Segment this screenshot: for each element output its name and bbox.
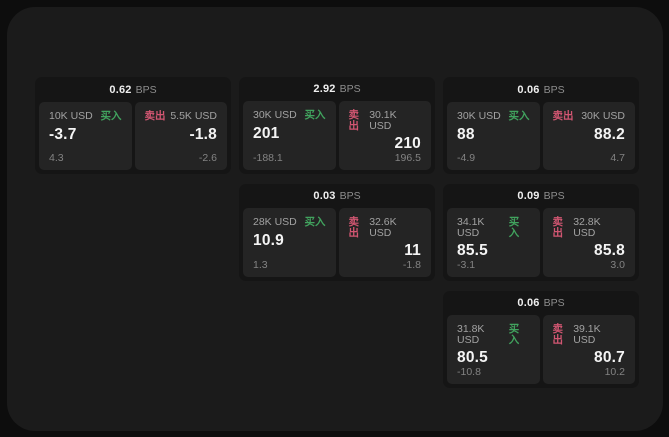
sell-panel[interactable]: 卖出 39.1K USD 80.7 10.2 (542, 315, 635, 384)
sell-amount: 5.5K USD (170, 110, 217, 122)
bps-header: 0.03 BPS (243, 184, 431, 208)
buy-price: -3.7 (49, 125, 77, 143)
quote-grid: 0.62 BPS 10K USD 买入 -3.7 4.3 卖出 5.5K USD (35, 77, 639, 388)
sell-amount: 30K USD (581, 110, 625, 122)
buy-delta: 1.3 (253, 258, 268, 271)
buy-amount: 10K USD (49, 110, 93, 122)
buy-side-label: 买入 (304, 109, 326, 122)
sell-price: 85.8 (594, 242, 625, 260)
sell-price: 80.7 (594, 349, 625, 367)
buy-delta: -10.8 (457, 365, 481, 378)
sell-side-label: 卖出 (348, 216, 360, 239)
bps-value: 2.92 (313, 83, 336, 96)
bps-unit-label: BPS (339, 190, 361, 203)
buy-panel[interactable]: 31.8K USD 买入 80.5 -10.8 (447, 315, 540, 384)
sell-panel[interactable]: 卖出 30K USD 88.2 4.7 (542, 102, 635, 170)
bps-unit-label: BPS (135, 83, 157, 96)
sell-amount: 30.1K USD (369, 109, 397, 132)
sell-price: -1.8 (189, 125, 217, 143)
buy-delta: -188.1 (253, 151, 283, 164)
sell-amount: 39.1K USD (573, 323, 601, 346)
bps-unit-label: BPS (543, 83, 565, 96)
bps-header: 2.92 BPS (243, 77, 431, 101)
sell-panel[interactable]: 卖出 32.6K USD 11 -1.8 (338, 208, 431, 277)
bps-header: 0.62 BPS (39, 77, 227, 102)
sell-panel[interactable]: 卖出 32.8K USD 85.8 3.0 (542, 208, 635, 277)
bps-unit-label: BPS (339, 83, 361, 96)
app-window: 0.62 BPS 10K USD 买入 -3.7 4.3 卖出 5.5K USD (7, 7, 663, 431)
quote-card: 0.03 BPS 28K USD 买入 10.9 1.3 卖出 32.6K US… (239, 184, 435, 281)
buy-delta: -3.1 (457, 258, 476, 271)
sell-delta: 196.5 (394, 151, 421, 164)
buy-side-label: 买入 (304, 216, 326, 229)
buy-amount: 30K USD (253, 109, 297, 122)
quote-card: 2.92 BPS 30K USD 买入 201 -188.1 卖出 30.1K … (239, 77, 435, 174)
bps-header: 0.09 BPS (447, 184, 635, 208)
buy-price: 201 (253, 124, 280, 142)
buy-panel[interactable]: 30K USD 买入 201 -188.1 (243, 101, 336, 170)
bps-value: 0.06 (517, 83, 540, 96)
sell-delta: 4.7 (610, 151, 625, 164)
buy-price: 10.9 (253, 231, 284, 249)
quote-card: 0.62 BPS 10K USD 买入 -3.7 4.3 卖出 5.5K USD (35, 77, 231, 174)
bps-value: 0.06 (517, 297, 540, 310)
buy-amount: 30K USD (457, 110, 501, 122)
bps-value: 0.03 (313, 190, 336, 203)
sell-panel[interactable]: 卖出 30.1K USD 210 196.5 (338, 101, 431, 170)
buy-side-label: 买入 (100, 110, 122, 122)
sell-side-label: 卖出 (348, 109, 360, 132)
buy-price: 88 (457, 125, 475, 143)
buy-panel[interactable]: 34.1K USD 买入 85.5 -3.1 (447, 208, 540, 277)
sell-amount: 32.6K USD (369, 216, 397, 239)
buy-panel[interactable]: 10K USD 买入 -3.7 4.3 (39, 102, 132, 170)
sell-price: 210 (394, 135, 421, 153)
buy-amount: 34.1K USD (457, 216, 485, 239)
sell-delta: -2.6 (198, 151, 217, 164)
quote-card: 0.09 BPS 34.1K USD 买入 85.5 -3.1 卖出 32.8K… (443, 184, 639, 281)
buy-delta: 4.3 (49, 151, 64, 164)
sell-price: 11 (404, 242, 421, 260)
buy-amount: 28K USD (253, 216, 297, 229)
sell-delta: 3.0 (610, 258, 625, 271)
sell-panel[interactable]: 卖出 5.5K USD -1.8 -2.6 (134, 102, 227, 170)
bps-unit-label: BPS (543, 190, 565, 203)
buy-price: 80.5 (457, 349, 488, 367)
sell-delta: 10.2 (604, 365, 625, 378)
bps-value: 0.62 (109, 83, 132, 96)
buy-side-label: 买入 (508, 216, 520, 239)
sell-price: 88.2 (594, 125, 625, 143)
bps-value: 0.09 (517, 190, 540, 203)
buy-side-label: 买入 (508, 323, 520, 346)
bps-unit-label: BPS (543, 297, 565, 310)
sell-side-label: 卖出 (552, 110, 574, 122)
sell-amount: 32.8K USD (573, 216, 601, 239)
buy-delta: -4.9 (457, 151, 476, 164)
bps-header: 0.06 BPS (447, 291, 635, 315)
bps-header: 0.06 BPS (447, 77, 635, 102)
sell-side-label: 卖出 (552, 323, 564, 346)
buy-panel[interactable]: 30K USD 买入 88 -4.9 (447, 102, 540, 170)
sell-delta: -1.8 (402, 258, 421, 271)
sell-side-label: 卖出 (144, 110, 166, 122)
buy-amount: 31.8K USD (457, 323, 485, 346)
quote-card: 0.06 BPS 31.8K USD 买入 80.5 -10.8 卖出 39.1… (443, 291, 639, 388)
buy-side-label: 买入 (508, 110, 530, 122)
buy-panel[interactable]: 28K USD 买入 10.9 1.3 (243, 208, 336, 277)
buy-price: 85.5 (457, 242, 488, 260)
sell-side-label: 卖出 (552, 216, 564, 239)
quote-card: 0.06 BPS 30K USD 买入 88 -4.9 卖出 30K USD (443, 77, 639, 174)
